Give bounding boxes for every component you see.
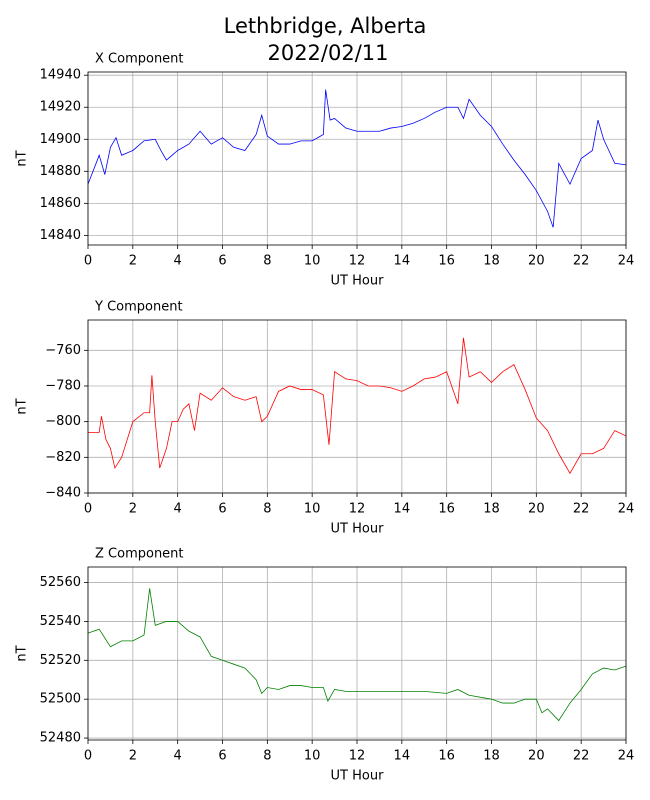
panel-title: Z Component — [95, 547, 184, 562]
x-tick-label: 10 — [304, 502, 321, 517]
x-tick-label: 18 — [483, 502, 500, 517]
x-tick-label: 18 — [483, 254, 500, 269]
x-axis-label: UT Hour — [331, 769, 385, 784]
x-tick-label: 14 — [394, 749, 411, 764]
y-tick-label: 14900 — [40, 132, 81, 147]
panel-title: X Component — [95, 52, 184, 67]
x-tick-label: 8 — [263, 749, 271, 764]
x-tick-label: 8 — [263, 502, 271, 517]
y-tick-label: 14880 — [40, 164, 81, 179]
y-tick-label: 14940 — [40, 68, 81, 83]
x-tick-label: 24 — [618, 502, 635, 517]
x-tick-label: 2 — [129, 502, 137, 517]
data-line — [87, 588, 627, 722]
x-tick-label: 6 — [218, 254, 226, 269]
x-tick-label: 20 — [528, 254, 545, 269]
x-tick-label: 4 — [174, 254, 182, 269]
x-tick-label: 16 — [438, 254, 455, 269]
x-tick-label: 24 — [618, 254, 635, 269]
y-tick-label: −840 — [45, 486, 81, 501]
x-tick-label: 8 — [263, 254, 271, 269]
x-tick-label: 0 — [84, 502, 92, 517]
x-tick-label: 0 — [84, 749, 92, 764]
x-tick-label: 4 — [174, 502, 182, 517]
x-tick-label: 4 — [174, 749, 182, 764]
x-tick-label: 14 — [394, 254, 411, 269]
y-tick-label: −820 — [45, 450, 81, 465]
axes-frame — [87, 319, 627, 494]
data-line — [87, 89, 627, 228]
x-tick-label: 18 — [483, 749, 500, 764]
x-tick-label: 22 — [573, 749, 590, 764]
axes-frame — [87, 566, 627, 741]
y-tick-label: 14920 — [40, 100, 81, 115]
x-tick-label: 2 — [129, 749, 137, 764]
x-axis-label: UT Hour — [331, 522, 385, 537]
y-tick-label: 52520 — [40, 653, 81, 668]
y-tick-label: 52540 — [40, 614, 81, 629]
x-tick-label: 10 — [304, 254, 321, 269]
y-axis-label: nT — [15, 150, 30, 166]
x-tick-label: 20 — [528, 749, 545, 764]
x-tick-label: 16 — [438, 502, 455, 517]
x-tick-label: 6 — [218, 502, 226, 517]
axes-frame — [87, 71, 627, 246]
x-tick-label: 12 — [349, 254, 366, 269]
x-tick-label: 20 — [528, 502, 545, 517]
x-tick-label: 10 — [304, 749, 321, 764]
y-tick-label: 14840 — [40, 228, 81, 243]
y-tick-label: 14860 — [40, 196, 81, 211]
y-tick-label: 52500 — [40, 692, 81, 707]
x-tick-label: 0 — [84, 254, 92, 269]
data-line — [88, 337, 627, 475]
x-tick-label: 22 — [573, 254, 590, 269]
x-tick-label: 6 — [218, 749, 226, 764]
y-axis-label: nT — [15, 398, 30, 414]
y-tick-label: 52480 — [40, 731, 81, 746]
y-tick-label: −780 — [45, 378, 81, 393]
x-tick-label: 22 — [573, 502, 590, 517]
x-tick-label: 14 — [394, 502, 411, 517]
x-tick-label: 12 — [349, 502, 366, 517]
x-tick-label: 12 — [349, 749, 366, 764]
figure-title: Lethbridge, Alberta — [224, 14, 427, 38]
figure-subtitle: 2022/02/11 — [267, 41, 388, 65]
y-tick-label: 52560 — [40, 575, 81, 590]
y-tick-label: −760 — [45, 343, 81, 358]
y-axis-label: nT — [15, 645, 30, 661]
x-axis-label: UT Hour — [331, 274, 385, 289]
x-tick-label: 16 — [438, 749, 455, 764]
x-tick-label: 24 — [618, 749, 635, 764]
x-tick-label: 2 — [129, 254, 137, 269]
y-tick-label: −800 — [45, 414, 81, 429]
panel-title: Y Component — [94, 300, 183, 315]
